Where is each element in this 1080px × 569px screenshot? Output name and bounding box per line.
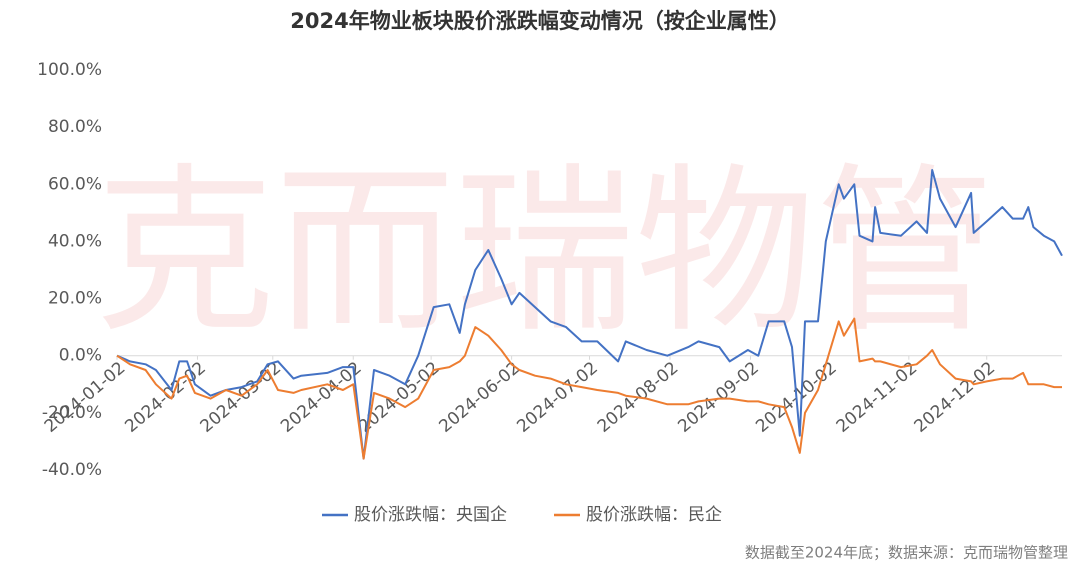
y-tick-label: 0.0% <box>59 346 102 366</box>
x-tick-label: 2024-09-02 <box>674 358 763 437</box>
x-tick-label: 2024-02-02 <box>121 358 210 437</box>
y-tick-label: 80.0% <box>48 117 102 137</box>
x-tick-label: 2024-06-02 <box>436 358 525 437</box>
x-tick-label: 2024-01-02 <box>41 358 130 437</box>
x-tick-label: 2024-04-02 <box>277 358 366 437</box>
chart-title: 2024年物业板块股价涨跌幅变动情况（按企业属性） <box>290 9 789 33</box>
series-line <box>116 317 1062 460</box>
y-tick-label: 60.0% <box>48 174 102 194</box>
y-tick-label: 40.0% <box>48 231 102 251</box>
watermark: 克而瑞物管 <box>95 148 995 357</box>
x-tick-label: 2024-07-02 <box>513 358 602 437</box>
y-tick-label: 20.0% <box>48 289 102 309</box>
y-tick-label: -20.0% <box>42 403 102 423</box>
x-tick-label: 2024-12-02 <box>911 358 1000 437</box>
source-note: 数据截至2024年底；数据来源：克而瑞物管整理 <box>745 544 1068 562</box>
series-line <box>116 169 1063 460</box>
y-tick-label: 100.0% <box>37 60 102 80</box>
y-tick-label: -40.0% <box>42 460 102 480</box>
x-tick-label: 2024-11-02 <box>833 358 922 437</box>
legend-label: 股价涨跌幅：民企 <box>586 505 722 525</box>
legend-label: 股价涨跌幅：央国企 <box>354 505 507 525</box>
